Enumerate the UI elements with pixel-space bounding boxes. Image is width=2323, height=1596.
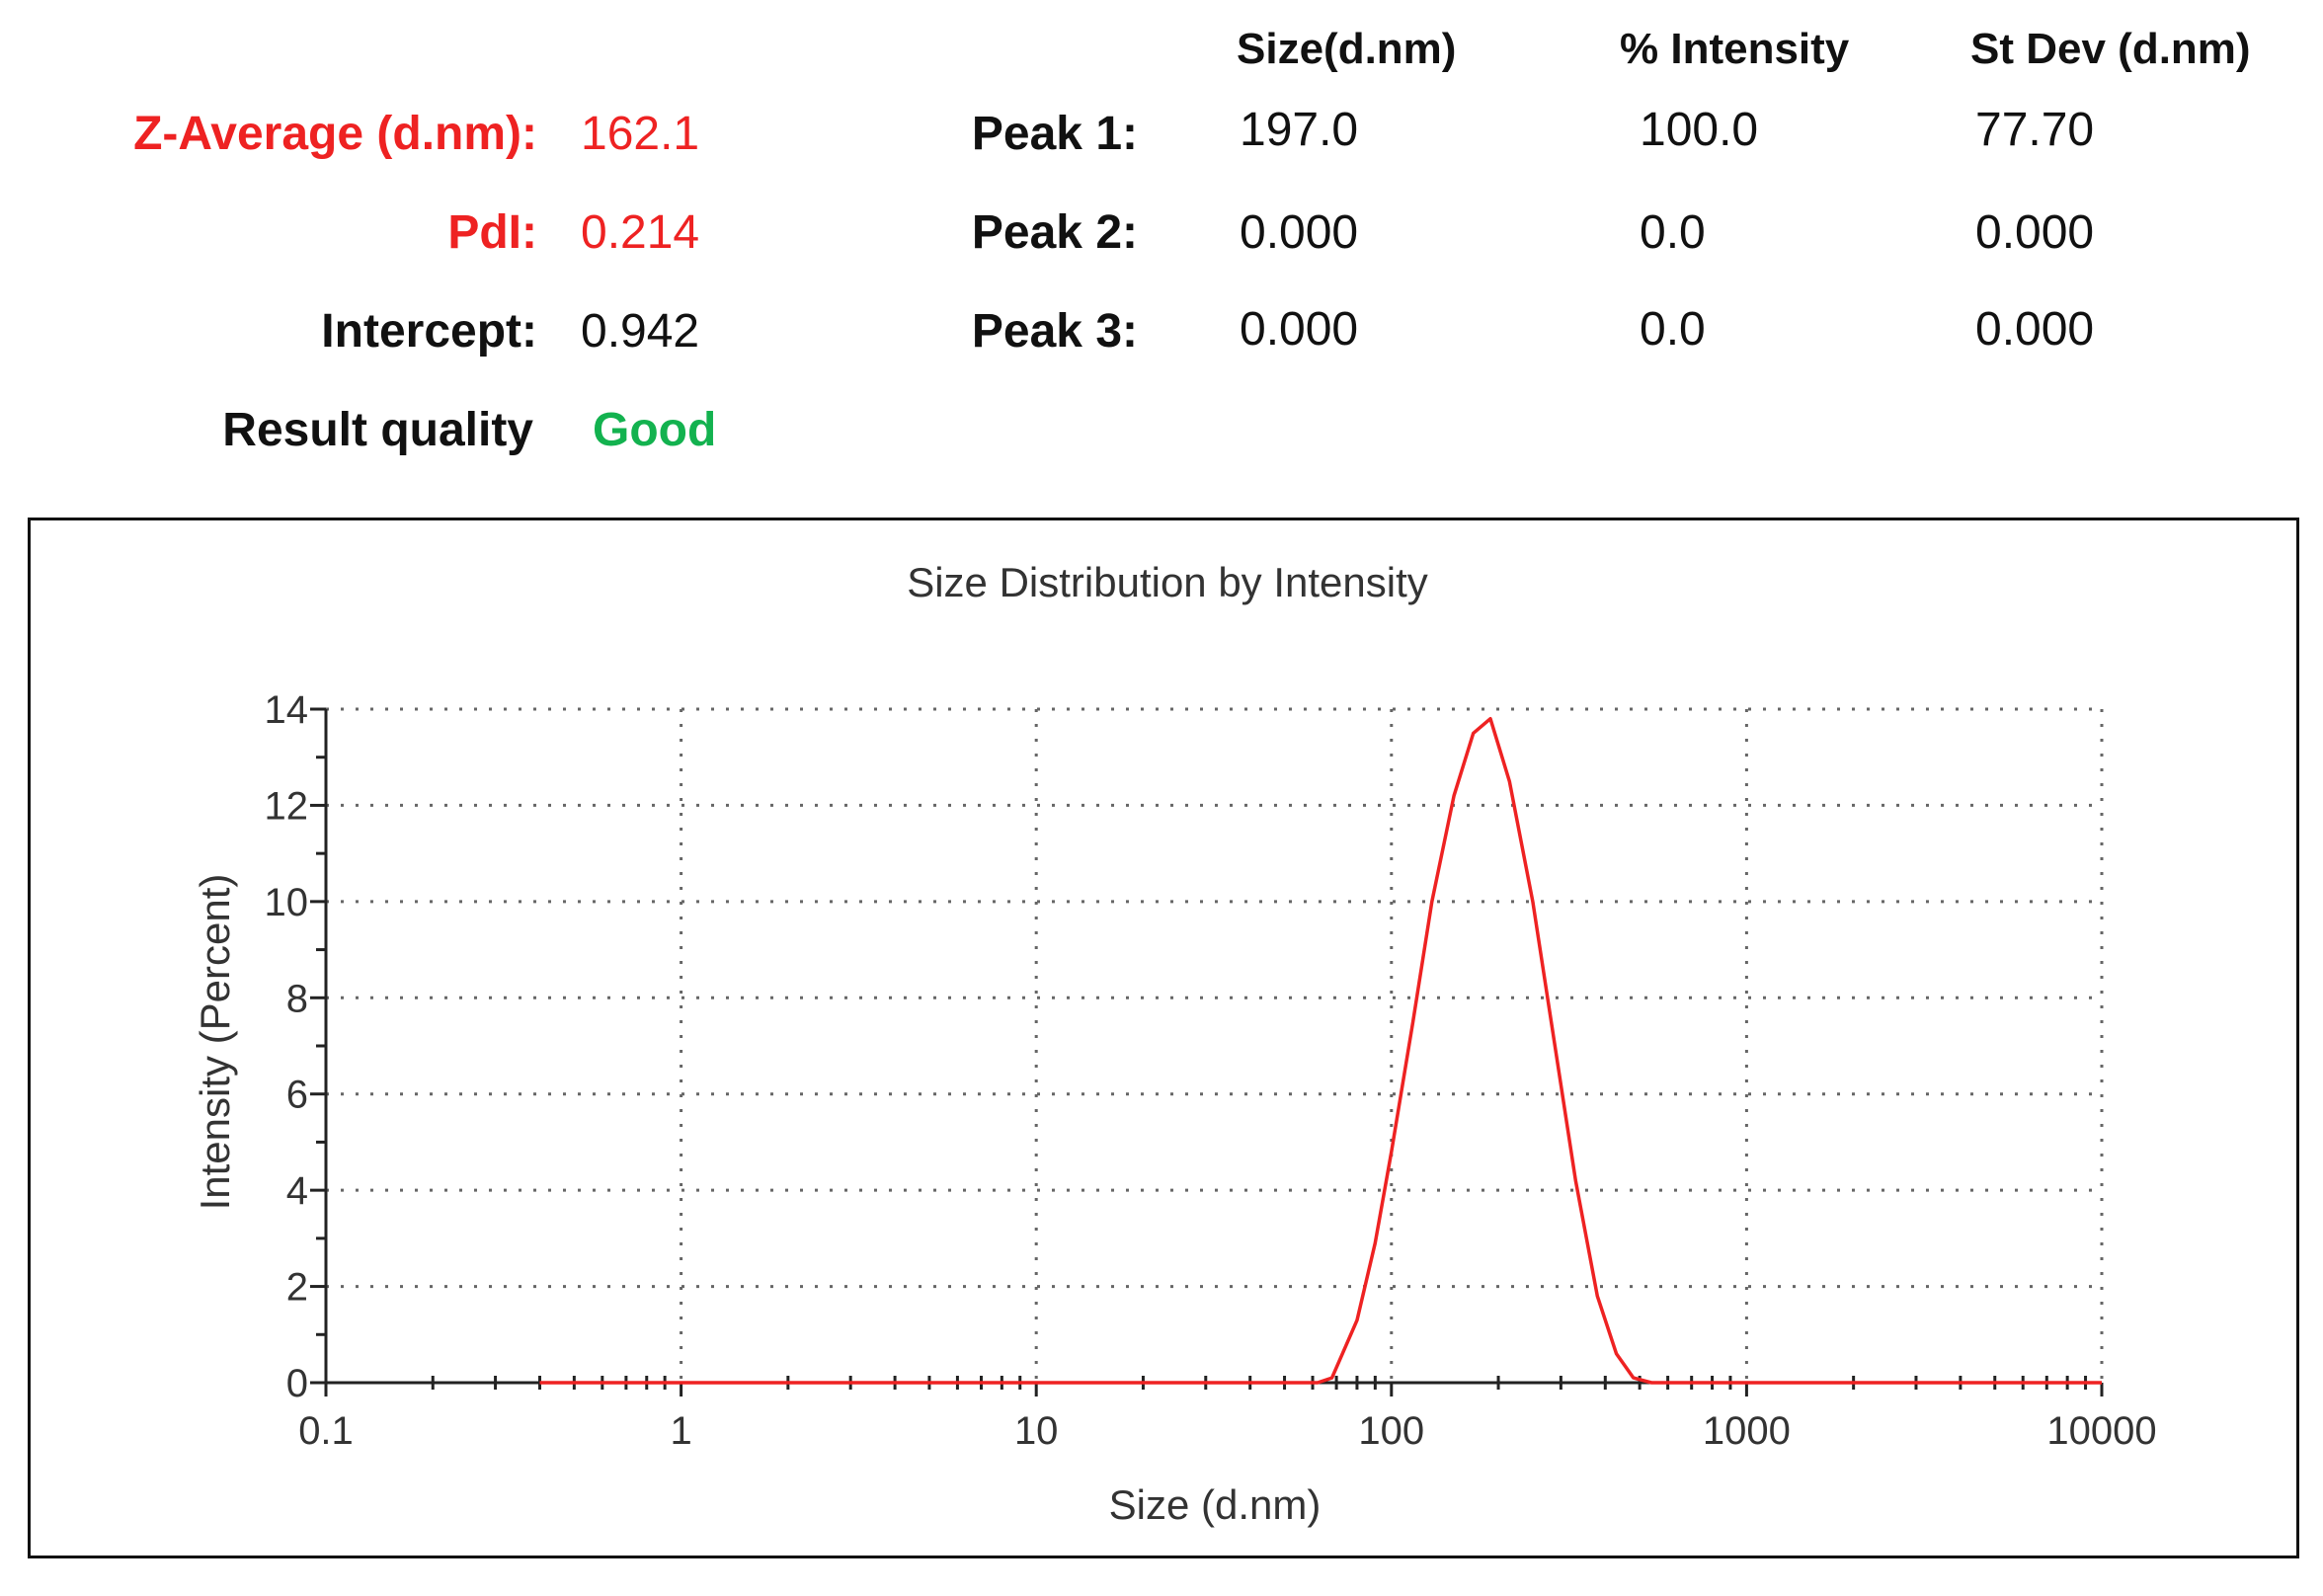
peak2-label: Peak 2: bbox=[971, 206, 1138, 259]
y-tick-label: 6 bbox=[286, 1074, 308, 1117]
chart-frame bbox=[28, 518, 2299, 1558]
result-quality-value: Good bbox=[593, 404, 717, 456]
y-axis-label: Intensity (Percent) bbox=[192, 874, 238, 1211]
peak2-stdev: 0.000 bbox=[1975, 206, 2095, 259]
peak1-intensity: 100.0 bbox=[1640, 104, 1759, 156]
y-tick-label: 4 bbox=[286, 1169, 308, 1213]
peak2-intensity: 0.0 bbox=[1640, 206, 1706, 259]
header-size: Size(d.nm) bbox=[1237, 25, 1457, 73]
x-tick-label: 1 bbox=[670, 1409, 691, 1453]
pdi-value: 0.214 bbox=[581, 206, 700, 259]
y-tick-label: 8 bbox=[286, 977, 308, 1020]
pdi-label: PdI: bbox=[447, 206, 537, 259]
y-tick-label: 12 bbox=[265, 784, 309, 828]
y-tick-label: 0 bbox=[286, 1362, 308, 1405]
y-tick-label: 2 bbox=[286, 1266, 308, 1310]
x-tick-label: 10000 bbox=[2046, 1409, 2156, 1453]
peak1-stdev: 77.70 bbox=[1975, 104, 2095, 156]
peak3-label: Peak 3: bbox=[971, 305, 1138, 358]
y-tick-label: 14 bbox=[265, 688, 309, 732]
peak3-intensity: 0.0 bbox=[1640, 303, 1706, 356]
intercept-value: 0.942 bbox=[581, 305, 700, 358]
zaverage-label: Z-Average (d.nm): bbox=[133, 108, 537, 160]
peak2-size: 0.000 bbox=[1240, 206, 1359, 259]
result-quality-label: Result quality bbox=[222, 404, 533, 456]
peak3-size: 0.000 bbox=[1240, 303, 1359, 356]
y-tick-label: 10 bbox=[265, 881, 309, 924]
zaverage-value: 162.1 bbox=[581, 108, 700, 160]
peak3-stdev: 0.000 bbox=[1975, 303, 2095, 356]
distribution-line bbox=[539, 716, 2102, 1385]
peak1-size: 197.0 bbox=[1240, 104, 1359, 156]
x-tick-label: 0.1 bbox=[298, 1409, 354, 1453]
header-intensity: % Intensity bbox=[1620, 25, 1850, 73]
intercept-label: Intercept: bbox=[321, 305, 537, 358]
x-axis-label: Size (d.nm) bbox=[1109, 1481, 1322, 1528]
x-tick-label: 100 bbox=[1358, 1409, 1424, 1453]
chart-title: Size Distribution by Intensity bbox=[907, 559, 1428, 605]
x-tick-label: 10 bbox=[1014, 1409, 1059, 1453]
header-stdev: St Dev (d.nm) bbox=[1970, 25, 2251, 73]
peak1-label: Peak 1: bbox=[971, 108, 1138, 160]
x-tick-label: 1000 bbox=[1703, 1409, 1791, 1453]
